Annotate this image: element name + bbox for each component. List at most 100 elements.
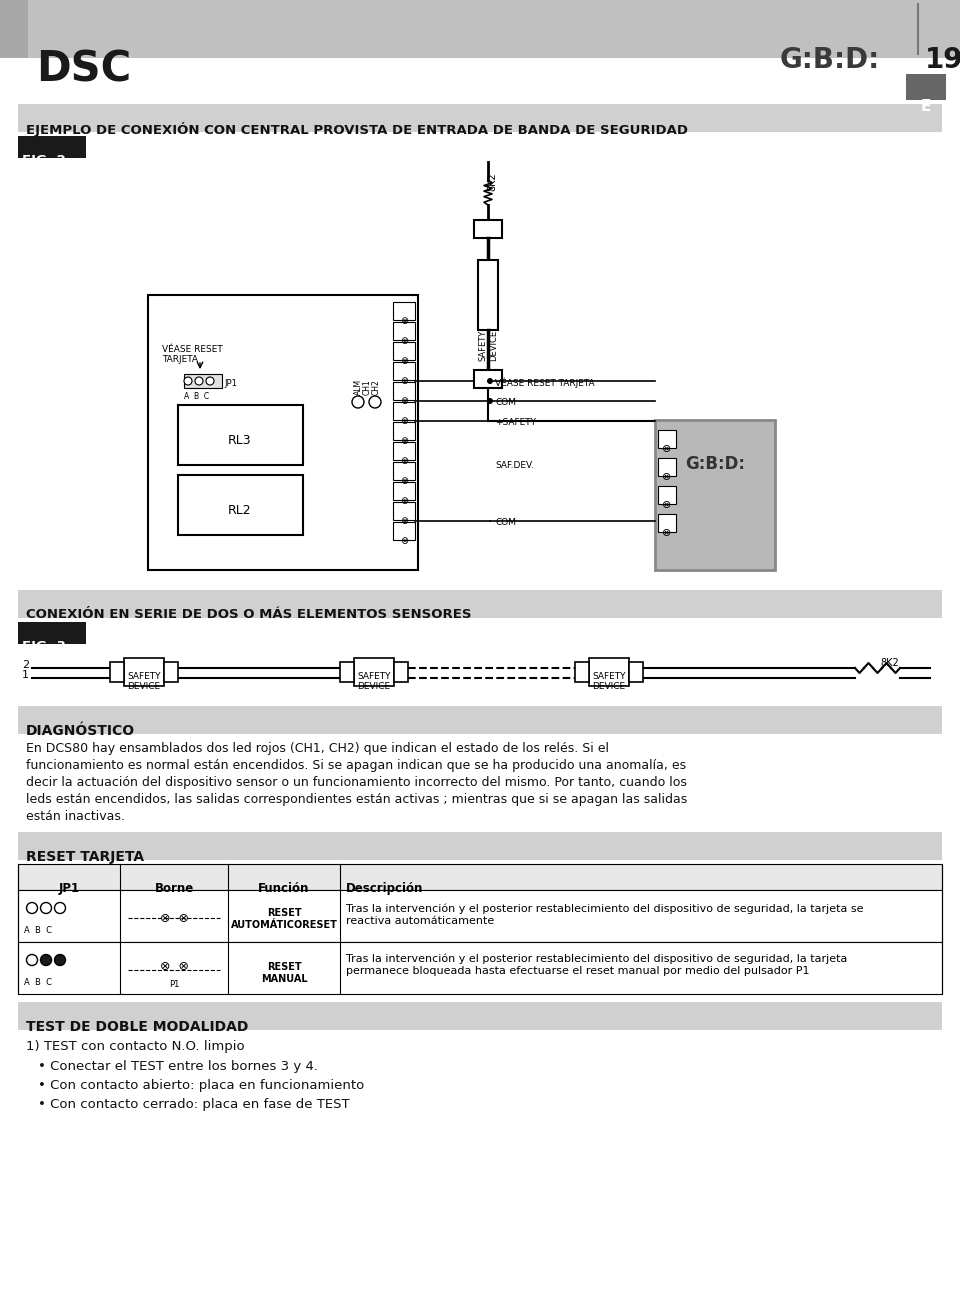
Bar — [18, 137, 86, 159]
Circle shape — [27, 902, 37, 914]
Bar — [0, 0, 960, 58]
Circle shape — [27, 954, 37, 965]
Bar — [110, 663, 124, 682]
Text: ⊗: ⊗ — [400, 376, 408, 385]
Bar — [178, 405, 303, 465]
Text: DIAGNÓSTICO: DIAGNÓSTICO — [26, 724, 135, 739]
Text: Función: Función — [258, 882, 310, 895]
Bar — [18, 590, 942, 617]
Bar — [393, 402, 415, 420]
Text: FIG. 2: FIG. 2 — [22, 153, 65, 168]
Bar — [18, 623, 86, 644]
Text: ⊗: ⊗ — [400, 516, 408, 526]
Text: • Con contacto cerrado: placa en fase de TEST: • Con contacto cerrado: placa en fase de… — [38, 1098, 349, 1111]
Text: COM: COM — [495, 398, 516, 407]
Bar — [178, 476, 303, 535]
Text: ⊗: ⊗ — [400, 416, 408, 425]
Text: • Con contacto abierto: placa en funcionamiento: • Con contacto abierto: placa en funcion… — [38, 1079, 364, 1092]
Text: ⊗: ⊗ — [400, 336, 408, 345]
Bar — [148, 295, 418, 570]
Text: 1: 1 — [22, 670, 29, 681]
Text: JP1: JP1 — [59, 882, 80, 895]
Text: ⊗: ⊗ — [400, 436, 408, 446]
Text: DSC: DSC — [36, 48, 132, 90]
Bar — [575, 663, 589, 682]
Text: SAFETY
DEVICE: SAFETY DEVICE — [478, 330, 497, 361]
Bar — [393, 482, 415, 500]
Bar — [658, 458, 676, 476]
Text: G:B:D:: G:B:D: — [685, 455, 745, 473]
Text: leds están encendidos, las salidas correspondientes están activas ; mientras que: leds están encendidos, las salidas corre… — [26, 793, 687, 806]
Text: funcionamiento es normal están encendidos. Si se apagan indican que se ha produc: funcionamiento es normal están encendido… — [26, 759, 686, 772]
Text: A  B  C: A B C — [184, 392, 209, 401]
Text: ⊗  ⊗: ⊗ ⊗ — [159, 960, 188, 973]
Bar — [18, 1002, 942, 1030]
Text: CONEXIÓN EN SERIE DE DOS O MÁS ELEMENTOS SENSORES: CONEXIÓN EN SERIE DE DOS O MÁS ELEMENTOS… — [26, 608, 471, 621]
Bar — [393, 322, 415, 340]
Bar — [393, 382, 415, 400]
Text: ⊗: ⊗ — [400, 536, 408, 547]
Text: COM: COM — [495, 518, 516, 527]
Text: ⊗: ⊗ — [400, 496, 408, 507]
Text: FIG. 3: FIG. 3 — [22, 641, 66, 654]
Text: SAFETY
DEVICE: SAFETY DEVICE — [128, 672, 160, 691]
Text: SAFETY
DEVICE: SAFETY DEVICE — [592, 672, 626, 691]
Bar — [18, 104, 942, 131]
Text: 19: 19 — [925, 46, 960, 73]
Bar — [629, 663, 643, 682]
Bar — [655, 420, 775, 570]
Bar — [124, 657, 164, 686]
Circle shape — [184, 376, 192, 385]
Bar — [393, 522, 415, 540]
Text: A  B  C: A B C — [24, 926, 52, 935]
Bar — [164, 663, 178, 682]
Circle shape — [352, 396, 364, 409]
Bar — [658, 486, 676, 504]
Text: SAF.DEV.: SAF.DEV. — [495, 461, 534, 470]
Text: G:B:D:: G:B:D: — [780, 46, 880, 73]
Bar — [393, 442, 415, 460]
Text: EJEMPLO DE CONEXIÓN CON CENTRAL PROVISTA DE ENTRADA DE BANDA DE SEGURIDAD: EJEMPLO DE CONEXIÓN CON CENTRAL PROVISTA… — [26, 122, 688, 137]
Text: RESET
MANUAL: RESET MANUAL — [261, 962, 307, 984]
Text: ⊗: ⊗ — [662, 443, 672, 454]
Bar — [393, 461, 415, 480]
Bar — [906, 73, 946, 101]
Text: ⊗  ⊗: ⊗ ⊗ — [159, 913, 188, 926]
Bar — [340, 663, 354, 682]
Circle shape — [369, 396, 381, 409]
Bar — [0, 1137, 960, 1289]
Text: A  B  C: A B C — [24, 978, 52, 987]
Text: ⊗: ⊗ — [400, 316, 408, 326]
Bar — [393, 362, 415, 380]
Text: Tras la intervención y el posterior restablecimiento del dispositivo de segurida: Tras la intervención y el posterior rest… — [346, 904, 863, 926]
Circle shape — [487, 378, 493, 384]
Text: VÉASE RESET
TARJETA: VÉASE RESET TARJETA — [162, 345, 223, 365]
Circle shape — [487, 398, 493, 403]
Text: decir la actuación del dispositivo sensor o un funcionamiento incorrecto del mis: decir la actuación del dispositivo senso… — [26, 776, 686, 789]
Text: RL3: RL3 — [228, 433, 252, 446]
Text: 2: 2 — [22, 660, 29, 670]
Bar — [478, 260, 498, 330]
Bar — [354, 657, 394, 686]
Bar — [18, 706, 942, 733]
Text: 8K2: 8K2 — [880, 657, 900, 668]
Text: • Conectar el TEST entre los bornes 3 y 4.: • Conectar el TEST entre los bornes 3 y … — [38, 1060, 318, 1072]
Bar — [393, 302, 415, 320]
Text: JP1: JP1 — [224, 379, 237, 388]
Bar — [18, 864, 942, 889]
Bar — [474, 370, 502, 388]
Text: SAFETY
DEVICE: SAFETY DEVICE — [357, 672, 391, 691]
Circle shape — [55, 902, 65, 914]
Text: ⊗: ⊗ — [662, 500, 672, 510]
Circle shape — [195, 376, 203, 385]
Text: CH1: CH1 — [363, 379, 372, 394]
Text: +SAFETY: +SAFETY — [495, 418, 536, 427]
Text: 8K2: 8K2 — [487, 171, 497, 191]
Text: están inactivas.: están inactivas. — [26, 809, 125, 822]
Circle shape — [40, 902, 52, 914]
Circle shape — [40, 954, 52, 965]
Text: ⊗: ⊗ — [400, 396, 408, 406]
Text: En DCS80 hay ensamblados dos led rojos (CH1, CH2) que indican el estado de los r: En DCS80 hay ensamblados dos led rojos (… — [26, 742, 609, 755]
Text: RL2: RL2 — [228, 504, 252, 517]
Text: CH2: CH2 — [372, 379, 380, 394]
